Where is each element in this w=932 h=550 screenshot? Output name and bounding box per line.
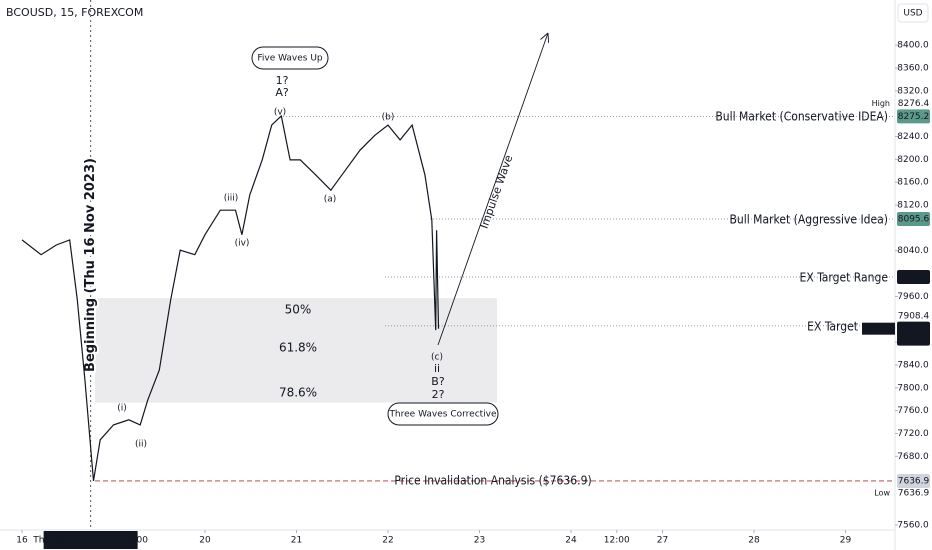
y-tick-label: 8320.0 <box>897 86 929 96</box>
callout-text: Five Waves Up <box>257 54 323 64</box>
last-price: 7903.5 <box>898 324 930 334</box>
level-tag: 7908.4 <box>898 311 930 321</box>
level-label: Bull Market (Conservative IDEA) <box>715 110 888 124</box>
x-tick-label: 12:00 <box>604 536 630 546</box>
start-label: Beginning (Thu 16 Nov 2023) <box>83 158 98 372</box>
y-tick-label: 8040.0 <box>897 246 929 256</box>
wave-label: B? <box>431 375 445 388</box>
y-tick-label: 7840.0 <box>897 360 929 370</box>
y-tick-label: 7760.0 <box>897 406 929 416</box>
low-value: 7636.9 <box>898 488 930 498</box>
arrow-head <box>540 32 550 43</box>
level-tag-box <box>897 211 930 226</box>
fib-label: 50% <box>285 303 312 317</box>
wave-label: (i) <box>117 404 127 414</box>
wave-label: A? <box>275 86 289 99</box>
wave-label: 1? <box>276 74 289 87</box>
crosshair-time-box <box>43 531 138 549</box>
wave-label: (iv) <box>235 239 250 249</box>
y-tick-label: 8200.0 <box>897 155 929 165</box>
x-tick-label: 23 <box>474 536 485 546</box>
price-line <box>21 114 440 481</box>
last-symbol: BCOUSD <box>861 324 895 333</box>
y-tick-label: 7960.0 <box>897 292 929 302</box>
callout-box <box>251 46 329 70</box>
currency-box[interactable] <box>897 3 929 23</box>
level-tag-box <box>897 109 930 124</box>
crosshair-time-label: Thu Nov 16, 2023 18:00 <box>32 536 148 546</box>
high-label: High <box>872 99 890 108</box>
level-tag: 7636.9 <box>898 476 930 486</box>
fib-label: 61.8% <box>279 341 317 355</box>
fib-label: 78.6% <box>279 386 317 400</box>
y-tick-label: 8120.0 <box>897 201 929 211</box>
wave-label: (b) <box>382 113 395 123</box>
level-tag: 8275.2 <box>898 112 930 122</box>
y-tick-label: 8400.0 <box>897 41 929 51</box>
x-tick-label: 16 <box>16 536 28 546</box>
wave-label: ii <box>434 362 440 375</box>
level-label: Bull Market (Aggressive Idea) <box>729 213 888 227</box>
last-price-box <box>897 321 930 346</box>
wave-label: (iii) <box>224 194 239 204</box>
y-tick-label: 7800.0 <box>897 383 929 393</box>
wave-label: (c) <box>431 353 443 363</box>
impulse-arrow <box>437 32 549 346</box>
symbol-title: BCOUSD, 15, FOREXCOM <box>6 6 143 19</box>
wave-label: (a) <box>324 195 337 205</box>
countdown: 04:36 <box>901 334 927 344</box>
x-tick-label: 24 <box>565 536 577 546</box>
level-tag: 8095.6 <box>898 214 930 224</box>
wave-label: (v) <box>274 108 286 118</box>
level-label: EX Target Range <box>800 271 889 285</box>
level-label: Price Invalidation Analysis ($7636.9) <box>394 474 591 488</box>
low-label: Low <box>874 488 890 497</box>
level-tag-box <box>897 473 930 488</box>
callout-box <box>387 402 499 426</box>
currency: USD <box>903 9 922 19</box>
level-tag-box <box>897 308 930 323</box>
wave-label: (ii) <box>135 440 147 450</box>
y-tick-label: 8360.0 <box>897 63 929 73</box>
x-tick-label: 28 <box>748 536 760 546</box>
wave-label: 2? <box>432 388 445 401</box>
x-tick-label: 22 <box>382 536 393 546</box>
x-tick-label: 27 <box>657 536 668 546</box>
level-tag-box <box>897 269 930 284</box>
x-tick-label: 21 <box>291 536 302 546</box>
callout-text: Three Waves Corrective <box>388 410 497 420</box>
x-tick-label: 20 <box>199 536 211 546</box>
y-tick-label: 7560.0 <box>897 520 929 530</box>
y-tick-label: 8160.0 <box>897 178 929 188</box>
y-tick-label: 7680.0 <box>897 452 929 462</box>
high-value: 8276.4 <box>898 99 930 109</box>
last-symbol-box <box>862 322 895 335</box>
y-tick-label: 8240.0 <box>897 132 929 142</box>
level-tag: 7994.0 <box>898 272 930 282</box>
x-tick-label: 29 <box>840 536 852 546</box>
y-tick-label: 7720.0 <box>897 429 929 439</box>
level-label: EX Target <box>807 320 858 334</box>
